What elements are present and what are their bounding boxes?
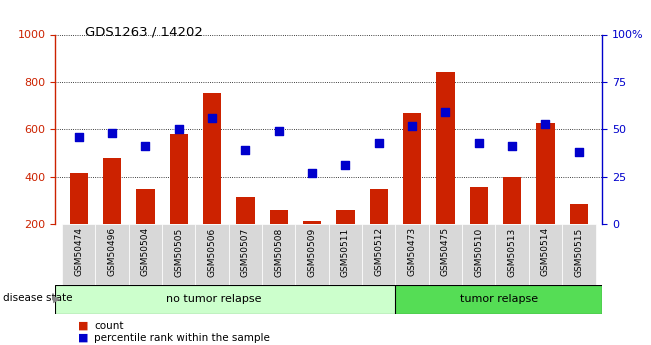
FancyBboxPatch shape <box>495 224 529 285</box>
FancyBboxPatch shape <box>262 224 296 285</box>
FancyBboxPatch shape <box>229 224 262 285</box>
Bar <box>436 72 454 224</box>
Bar <box>303 221 321 224</box>
Bar <box>403 113 421 224</box>
Point <box>273 129 284 134</box>
Text: ■: ■ <box>78 333 89 343</box>
Point <box>207 115 217 121</box>
Text: GSM50510: GSM50510 <box>475 227 483 277</box>
Text: count: count <box>94 321 124 331</box>
Text: GSM50505: GSM50505 <box>174 227 183 277</box>
Text: ▶: ▶ <box>53 294 61 303</box>
FancyBboxPatch shape <box>529 224 562 285</box>
Point <box>440 110 450 115</box>
Bar <box>570 204 588 224</box>
FancyBboxPatch shape <box>129 224 162 285</box>
Point <box>240 148 251 153</box>
Bar <box>169 134 188 224</box>
Text: GSM50511: GSM50511 <box>341 227 350 277</box>
Point <box>307 170 317 176</box>
Point <box>140 144 150 149</box>
FancyBboxPatch shape <box>429 224 462 285</box>
FancyBboxPatch shape <box>195 224 229 285</box>
Text: GSM50475: GSM50475 <box>441 227 450 276</box>
Text: GSM50474: GSM50474 <box>74 227 83 276</box>
Text: GSM50515: GSM50515 <box>574 227 583 277</box>
Bar <box>370 189 388 224</box>
Text: GSM50504: GSM50504 <box>141 227 150 276</box>
Text: GSM50512: GSM50512 <box>374 227 383 276</box>
FancyBboxPatch shape <box>62 224 95 285</box>
FancyBboxPatch shape <box>562 224 596 285</box>
Bar <box>70 173 88 224</box>
Text: no tumor relapse: no tumor relapse <box>166 294 262 304</box>
Text: GSM50473: GSM50473 <box>408 227 417 276</box>
Text: GSM50506: GSM50506 <box>208 227 217 277</box>
FancyBboxPatch shape <box>329 224 362 285</box>
Text: percentile rank within the sample: percentile rank within the sample <box>94 333 270 343</box>
Bar <box>55 285 395 314</box>
Point <box>374 140 384 146</box>
Point <box>473 140 484 146</box>
Point <box>174 127 184 132</box>
Text: GSM50508: GSM50508 <box>274 227 283 277</box>
FancyBboxPatch shape <box>95 224 129 285</box>
Point <box>540 121 551 127</box>
Point <box>574 149 584 155</box>
Text: disease state: disease state <box>3 294 73 303</box>
Text: GDS1263 / 14202: GDS1263 / 14202 <box>85 26 202 39</box>
Bar <box>337 210 355 224</box>
Text: tumor relapse: tumor relapse <box>460 294 538 304</box>
FancyBboxPatch shape <box>162 224 195 285</box>
Bar <box>536 124 555 224</box>
Point <box>74 134 84 140</box>
Point <box>340 163 351 168</box>
FancyBboxPatch shape <box>462 224 495 285</box>
Text: GSM50496: GSM50496 <box>107 227 117 276</box>
Point <box>407 123 417 128</box>
FancyBboxPatch shape <box>362 224 395 285</box>
Text: GSM50514: GSM50514 <box>541 227 550 276</box>
Text: GSM50513: GSM50513 <box>508 227 517 277</box>
Bar <box>236 197 255 224</box>
Text: GSM50507: GSM50507 <box>241 227 250 277</box>
Bar <box>469 187 488 224</box>
Bar <box>136 189 154 224</box>
Bar <box>503 177 521 224</box>
Bar <box>395 285 602 314</box>
Text: GSM50509: GSM50509 <box>307 227 316 277</box>
Point <box>107 130 117 136</box>
Bar <box>270 210 288 224</box>
Bar <box>103 158 121 224</box>
Text: ■: ■ <box>78 321 89 331</box>
Point <box>507 144 518 149</box>
FancyBboxPatch shape <box>296 224 329 285</box>
FancyBboxPatch shape <box>395 224 429 285</box>
Bar <box>203 92 221 224</box>
